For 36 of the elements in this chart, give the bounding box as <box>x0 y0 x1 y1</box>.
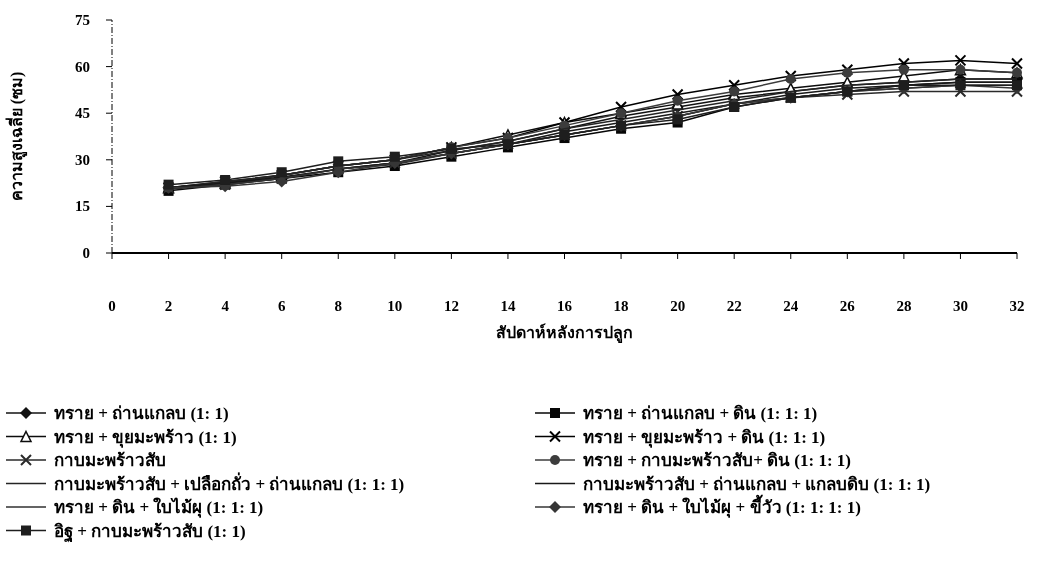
x-tick-label: 16 <box>557 298 573 314</box>
legend-label: ทราย + ถ่านแกลบ + ดิน (1: 1: 1) <box>583 404 818 423</box>
x-tick-label: 20 <box>670 298 686 314</box>
y-tick-label: 0 <box>82 245 90 261</box>
x-tick-label: 28 <box>896 298 912 314</box>
x-tick-label: 6 <box>277 298 286 314</box>
legend-label: ทราย + ถ่านแกลบ (1: 1) <box>54 404 229 423</box>
legend-label: กาบมะพร้าวสับ + ถ่านแกลบ + แกลบดิบ (1: 1: 1) <box>583 474 931 494</box>
x-tick-label: 22 <box>726 298 742 314</box>
x-tick-label: 10 <box>387 298 403 314</box>
legend-label: ทราย + ดิน + ใบไม้ผุ + ขี้วัว (1: 1: 1: 1) <box>583 494 861 518</box>
x-tick-label: 32 <box>1009 298 1025 314</box>
legend-label: ทราย + กาบมะพร้าวสับ+ ดิน (1: 1: 1) <box>583 451 852 470</box>
legend-label: กาบมะพร้าวสับ <box>54 451 166 470</box>
legend-label: ทราย + ขุยมะพร้าว + ดิน (1: 1: 1) <box>583 427 826 448</box>
legend-label: ทราย + ดิน + ใบไม้ผุ (1: 1: 1) <box>54 497 264 518</box>
x-tick-label: 26 <box>839 298 856 314</box>
x-tick-label: 2 <box>164 298 173 314</box>
y-tick-label: 75 <box>75 12 90 28</box>
x-tick-label: 4 <box>221 298 230 314</box>
y-tick-label: 30 <box>75 151 90 168</box>
y-tick-label: 15 <box>75 198 90 215</box>
y-tick-label: 45 <box>75 105 90 122</box>
x-tick-label: 24 <box>783 298 799 314</box>
x-tick-label: 14 <box>500 298 516 314</box>
legend-label: อิฐ + กาบมะพร้าวสับ (1: 1) <box>54 521 246 543</box>
x-tick-label: 18 <box>613 298 629 314</box>
y-axis-title: ความสูงเฉลี่ย (ซม) <box>5 71 28 202</box>
x-tick-label: 12 <box>443 298 459 314</box>
legend-label: กาบมะพร้าวสับ + เปลือกถั่ว + ถ่านแกลบ (1: 1: 1) <box>54 471 405 494</box>
x-tick-label: 30 <box>952 298 968 314</box>
x-tick-label: 0 <box>108 298 116 314</box>
x-tick-label: 8 <box>334 298 342 314</box>
y-tick-label: 60 <box>75 58 90 75</box>
x-axis-title: สัปดาห์หลังการปลูก <box>496 323 633 344</box>
legend-label: ทราย + ขุยมะพร้าว (1: 1) <box>54 427 237 448</box>
